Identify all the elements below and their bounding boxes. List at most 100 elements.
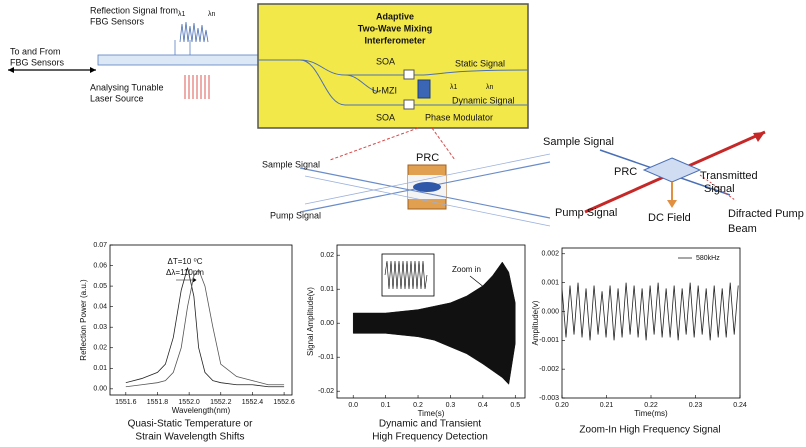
label: Phase Modulator [425,112,493,122]
diffracted-beam [699,174,736,201]
fiber-tap [174,40,191,55]
caption: Strain Wavelength Shifts [135,432,244,443]
y-tick-label: 0.03 [93,324,107,331]
arrow-head [667,200,677,208]
y-tick-label: 0.04 [93,303,107,310]
chip [257,3,529,129]
title: Interferometer [364,35,426,45]
x-tick-label: 0.21 [600,402,614,409]
y-tick-label: -0.002 [539,366,559,373]
label: FBG Sensors [90,16,145,26]
label: Laser Source [90,93,144,103]
x-tick-label: 0.4 [478,402,488,409]
label: To and From [10,46,61,56]
crystal [642,157,702,183]
x-tick-label: 0.0 [348,402,358,409]
label: SOA [376,112,395,122]
y-axis-label: Amplitude(v) [531,300,540,345]
annotation: ΔT=10 ⁰C [167,257,202,266]
label: PRC [416,152,439,164]
plot-frame [109,244,293,396]
fiber [97,54,259,66]
y-tick-label: 0.001 [541,279,559,286]
label: U-MZI [372,85,397,95]
caption: Dynamic and Transient [379,419,481,430]
annotation: Zoom in [452,265,481,274]
arrow-head [753,132,765,142]
caption: High Frequency Detection [372,432,488,443]
x-tick-label: 1552.2 [210,399,232,406]
y-tick-label: -0.01 [318,354,334,361]
x-tick-label: 1551.8 [147,399,169,406]
prc-element [417,79,431,99]
label: Analysing Tunable [90,82,164,92]
y-tick-label: 0.07 [93,242,107,249]
x-tick-label: 1551.6 [115,399,137,406]
label: Difracted Pump [728,208,804,220]
x-tick-label: 1552.0 [178,399,200,406]
x-tick-label: 0.20 [555,402,569,409]
label: Sample Signal [543,136,614,148]
interferometer: Adaptive Two-Wave Mixing Interferometer … [257,3,529,129]
x-tick-label: 0.22 [644,402,658,409]
crystal-detail: Sample Signal PRC Pump Signal [262,127,551,227]
title: Adaptive [376,11,414,21]
waveguides [258,59,529,106]
label: Sample Signal [262,159,320,169]
x-tick-label: 0.23 [689,402,703,409]
y-tick-label: -0.003 [539,395,559,402]
y-tick-label: 0.00 [320,320,334,327]
label: Reflection Signal from [90,5,178,15]
plot-frame [336,244,526,399]
y-tick-label: 0.01 [320,286,334,293]
label: λn [486,84,494,91]
zoom-lines [329,127,456,161]
soa-block [403,99,415,110]
y-axis-label: Signal Amplitude(v) [306,287,315,356]
y-axis-label: Reflection Power (a.u.) [79,279,88,361]
label: Pump Signal [555,207,617,219]
y-tick-label: -0.02 [318,388,334,395]
grating [413,182,441,192]
y-tick-label: 0.000 [541,308,559,315]
soa-block [403,69,415,80]
label: Transmitted [700,170,758,182]
x-tick-label: 0.2 [413,402,423,409]
x-axis-label: Time(s) [418,409,445,418]
y-tick-label: 0.06 [93,262,107,269]
beams [304,153,551,227]
fbg-section: Reflection Signal from FBG Sensors λ1 λn… [8,5,259,103]
caption: Zoom-In High Frequency Signal [579,425,720,436]
label: PRC [614,166,637,178]
title: Two-Wave Mixing [358,23,433,33]
data-line [125,268,285,388]
y-tick-label: 0.05 [93,283,107,290]
x-tick-label: 1552.4 [242,399,264,406]
y-tick-label: 0.00 [93,386,107,393]
x-tick-label: 1552.6 [273,399,295,406]
caption: Quasi-Static Temperature or [128,419,254,430]
x-tick-label: 0.5 [510,402,520,409]
zoom-inset [381,253,435,297]
label: Dynamic Signal [452,95,515,105]
label: SOA [376,56,395,66]
label: λ1 [450,84,458,91]
data-line [561,282,739,341]
annotation: Δλ=110pm [166,268,204,277]
y-tick-label: 0.02 [320,252,334,259]
label: λ1 [178,11,186,18]
label: FBG Sensors [10,57,65,67]
x-axis-label: Wavelength(nm) [172,406,231,415]
y-tick-label: -0.001 [539,337,559,344]
label: Static Signal [455,58,505,68]
y-tick-label: 0.01 [93,365,107,372]
x-tick-label: 0.3 [446,402,456,409]
data-line [125,267,285,388]
laser-lines [184,75,210,99]
geometry: Sample Signal PRC Transmitted Signal Pum… [543,130,804,235]
inset-signal [384,260,428,290]
legend-label: 580kHz [696,255,720,262]
y-tick-label: 0.02 [93,345,107,352]
label: Signal [704,183,735,195]
